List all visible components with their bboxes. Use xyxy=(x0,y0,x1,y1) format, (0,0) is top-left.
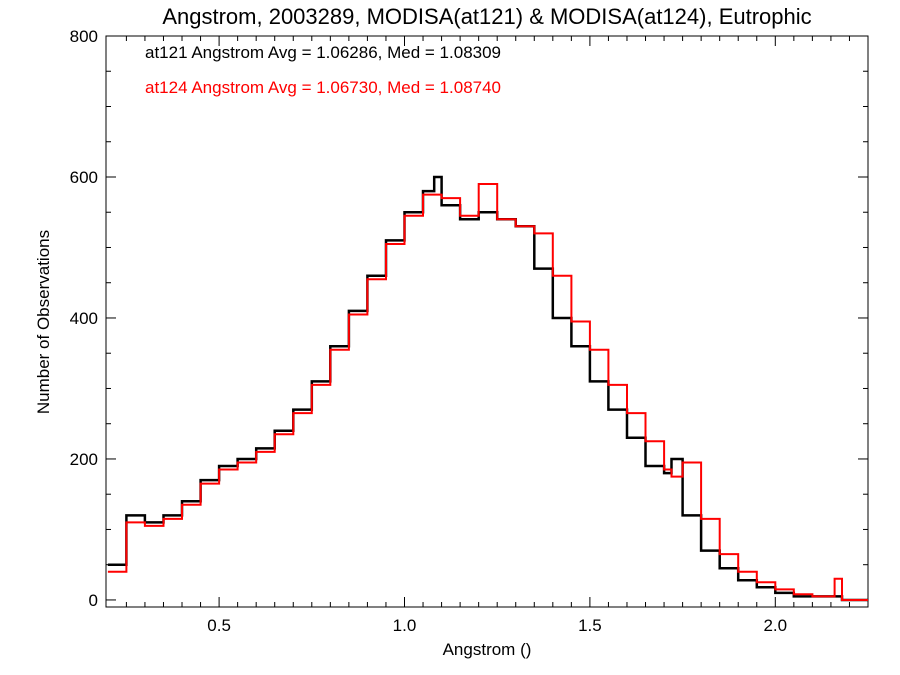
x-axis-label: Angstrom () xyxy=(443,640,532,659)
x-axis: 0.5 1.0 1.5 2.0 xyxy=(125,36,869,635)
x-tick-label: 2.0 xyxy=(763,616,787,635)
x-tick-label: 1.0 xyxy=(393,616,417,635)
legend-entry-at121: at121 Angstrom Avg = 1.06286, Med = 1.08… xyxy=(145,43,501,62)
y-tick-label: 600 xyxy=(70,168,98,187)
series-1-line xyxy=(107,183,868,601)
x-tick-label: 1.5 xyxy=(578,616,602,635)
y-tick-label: 800 xyxy=(70,27,98,46)
x-tick-label: 0.5 xyxy=(207,616,231,635)
y-axis-label: Number of Observations xyxy=(34,230,53,414)
chart-title: Angstrom, 2003289, MODISA(at121) & MODIS… xyxy=(162,4,811,29)
y-tick-label: 200 xyxy=(70,450,98,469)
y-tick-label: 0 xyxy=(89,591,98,610)
legend-entry-at124: at124 Angstrom Avg = 1.06730, Med = 1.08… xyxy=(145,78,501,97)
plot-frame xyxy=(105,35,869,608)
series-layer xyxy=(107,175,868,602)
y-axis: 0 200 400 600 800 xyxy=(70,27,868,610)
series-0-line xyxy=(107,175,868,602)
y-tick-label: 400 xyxy=(70,309,98,328)
